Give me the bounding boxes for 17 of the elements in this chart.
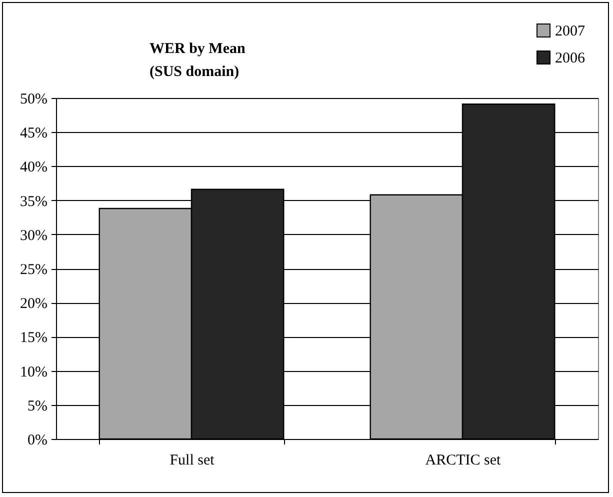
- y-tick-label: 35%: [20, 194, 48, 210]
- y-tick-label: 15%: [20, 330, 48, 346]
- y-tick-label: 20%: [20, 296, 48, 312]
- y-tick-label: 45%: [20, 126, 48, 142]
- y-tick-label: 10%: [20, 364, 48, 380]
- y-tick-label: 0%: [28, 432, 48, 448]
- y-tick-label: 40%: [20, 160, 48, 176]
- y-tick-label: 25%: [20, 262, 48, 278]
- y-tick-label: 5%: [28, 398, 48, 414]
- x-tick-label: Full set: [170, 452, 216, 468]
- x-tick-label: ARCTIC set: [425, 452, 502, 468]
- y-tick-label: 30%: [20, 228, 48, 244]
- legend-label: 2007: [555, 24, 586, 40]
- y-tick-label: 50%: [20, 92, 48, 108]
- chart-subtitle: (SUS domain): [150, 64, 240, 80]
- legend-label: 2006: [555, 50, 586, 66]
- chart-title: WER by Mean: [150, 41, 246, 57]
